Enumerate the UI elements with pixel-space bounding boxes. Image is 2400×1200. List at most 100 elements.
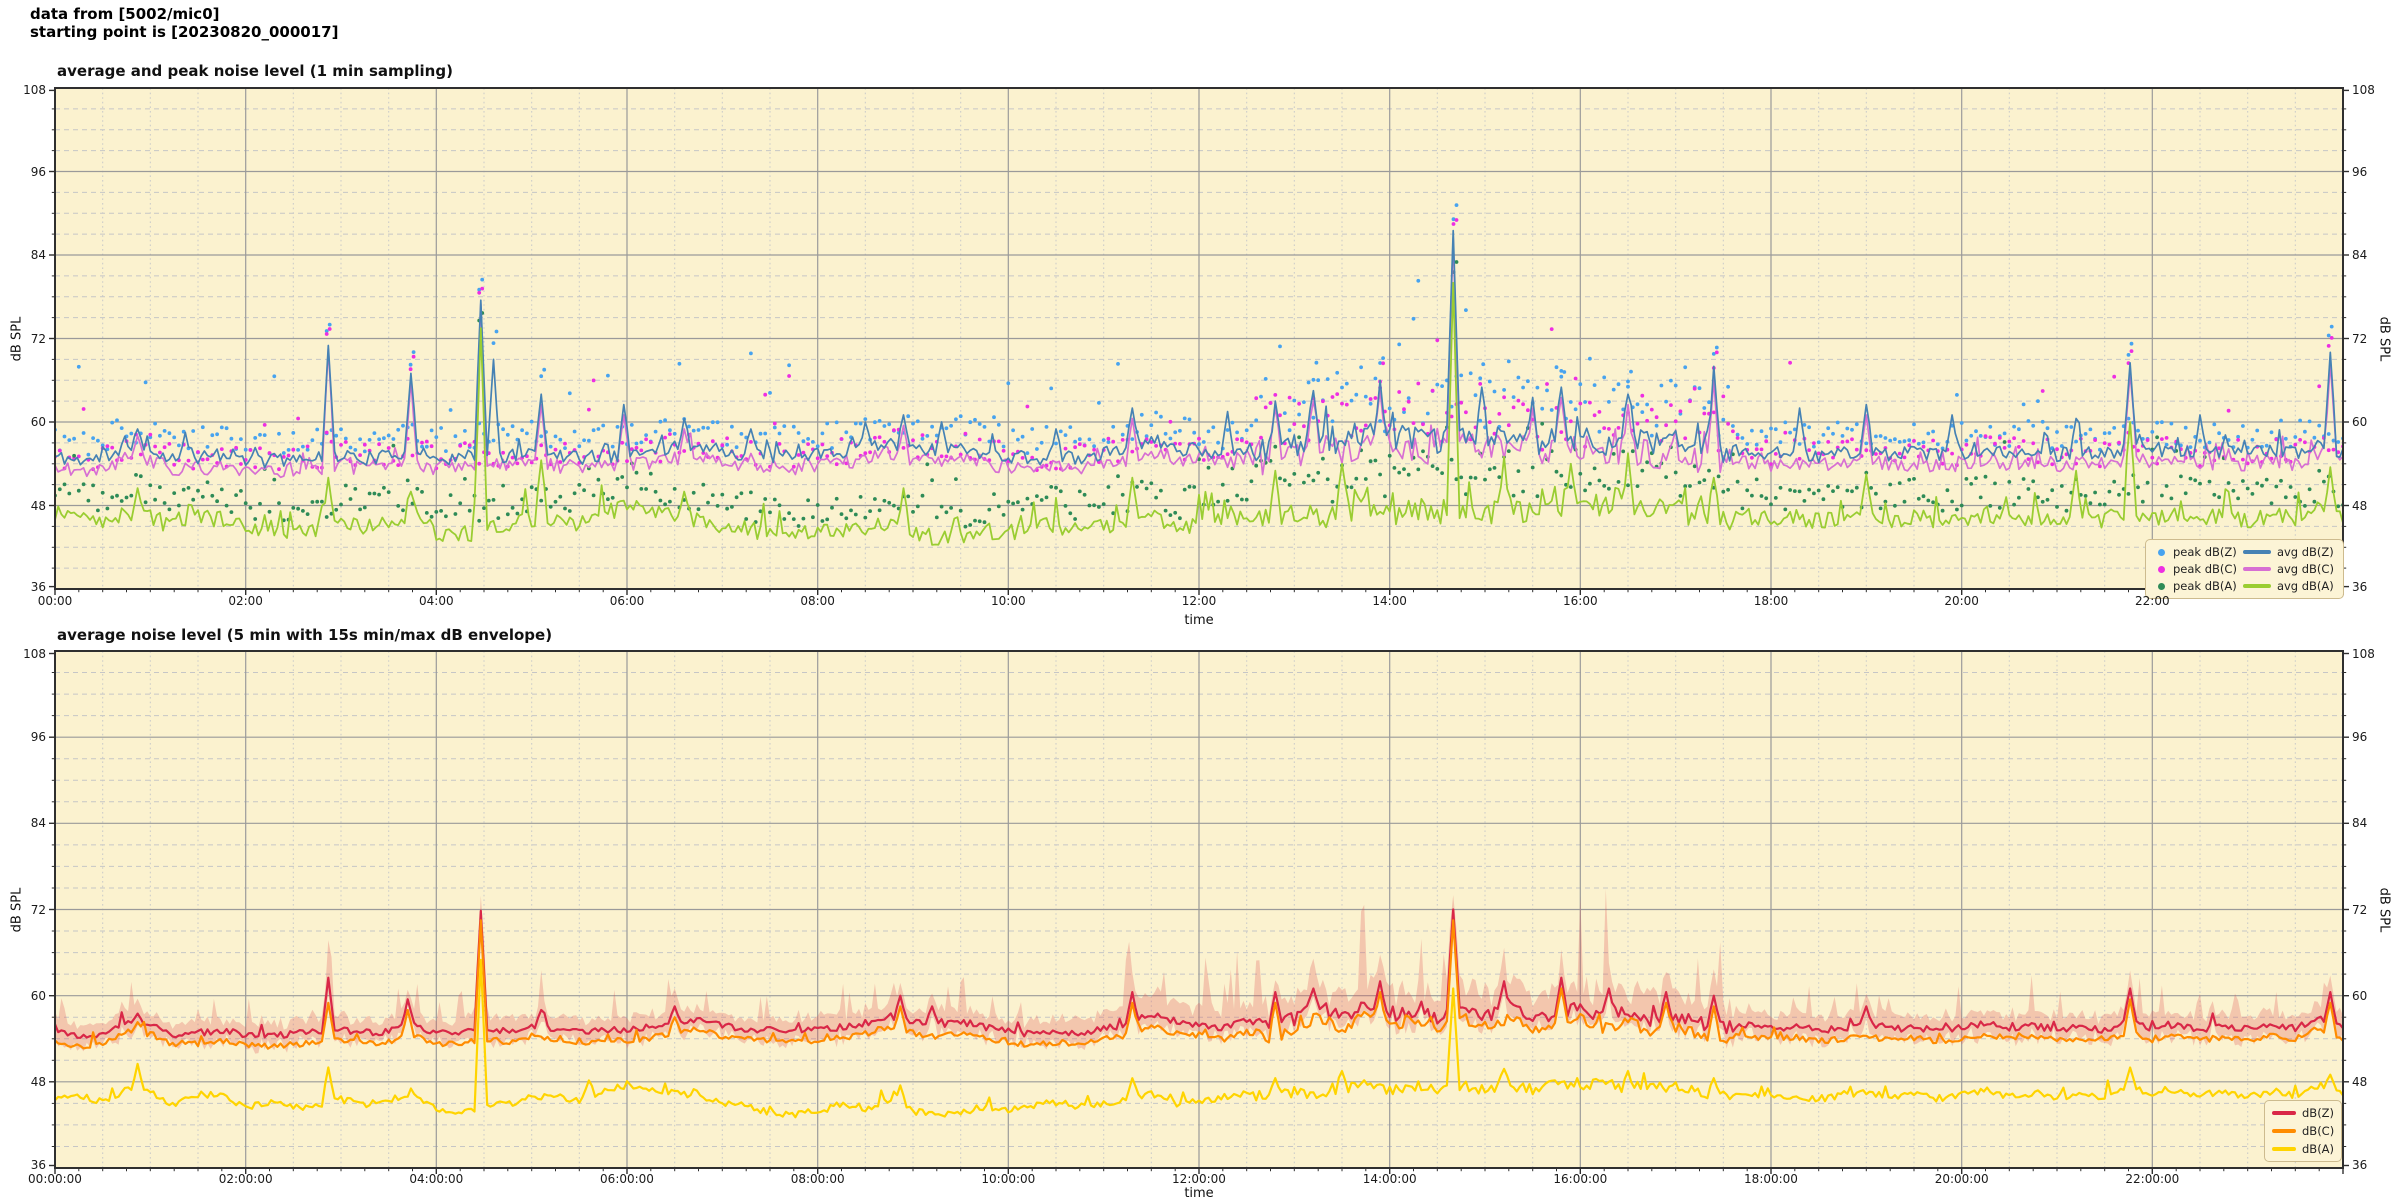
chart1-ylabel-left: dB SPL — [9, 316, 25, 361]
dot-marker-swatch — [2157, 582, 2165, 590]
line-swatch — [2272, 1147, 2296, 1151]
ytick-label-right: 36 — [2352, 1158, 2368, 1173]
xtick-label: 02:00:00 — [218, 1172, 273, 1186]
series-layer — [55, 888, 2343, 1119]
ytick-label-left: 72 — [30, 331, 46, 346]
line-swatch — [2242, 567, 2271, 571]
ytick-label-right: 72 — [2352, 331, 2368, 346]
plot2-canvas — [49, 650, 2349, 1174]
ytick-label-right: 48 — [2352, 1074, 2368, 1089]
xtick-label: 16:00:00 — [1553, 1172, 1608, 1186]
xtick-label: 08:00 — [800, 594, 835, 608]
xtick-label: 10:00 — [991, 594, 1026, 608]
chart2-title: average noise level (5 min with 15s min/… — [57, 626, 553, 644]
ytick-label-right: 84 — [2352, 248, 2368, 262]
ytick-label-left: 108 — [23, 646, 46, 661]
ytick-label-left: 96 — [30, 164, 46, 179]
ytick-label-left: 72 — [30, 902, 46, 917]
ytick-label-right: 60 — [2352, 988, 2368, 1003]
header: data from [5002/mic0] starting point is … — [30, 5, 338, 41]
ytick-label-left: 96 — [30, 730, 46, 745]
xtick-label: 12:00 — [1181, 594, 1217, 608]
xtick-label: 14:00:00 — [1362, 1172, 1417, 1186]
line-db-c- — [55, 919, 2343, 1050]
chart2-ylabel-right: dB SPL — [2376, 887, 2392, 932]
xtick-label: 14:00 — [1372, 594, 1407, 608]
line-swatch — [2242, 584, 2271, 588]
plot1-canvas — [49, 87, 2349, 595]
xtick-label: 04:00 — [419, 594, 454, 608]
line-avg-db-z- — [55, 229, 2343, 469]
chart1-ylabel-right: dB SPL — [2376, 316, 2392, 361]
line-avg-db-c- — [55, 236, 2343, 479]
chart2-xlabel: time — [1184, 1186, 1214, 1200]
chart1-title: average and peak noise level (1 min samp… — [57, 62, 453, 80]
legend-label: peak dB(Z) — [2173, 545, 2237, 559]
xtick-label: 04:00:00 — [409, 1172, 464, 1186]
ytick-label-left: 36 — [30, 579, 46, 594]
ytick-label-left: 48 — [30, 1074, 46, 1089]
xtick-label: 06:00 — [609, 594, 645, 608]
line-swatch — [2272, 1129, 2296, 1133]
xtick-label: 22:00 — [2135, 594, 2170, 608]
gridlines — [55, 651, 2343, 1168]
legend-label: peak dB(A) — [2173, 579, 2237, 593]
xtick-label: 08:00:00 — [790, 1172, 845, 1186]
xtick-label: 20:00 — [1944, 594, 1979, 608]
chart2-legend: dB(Z) dB(C) dB(A) — [2264, 1100, 2343, 1162]
gridlines — [55, 88, 2343, 589]
series-layer — [55, 203, 2343, 546]
line-db-a- — [55, 958, 2343, 1119]
xtick-label: 02:00 — [228, 594, 263, 608]
xtick-label: 16:00 — [1563, 594, 1598, 608]
chart1-xlabel: time — [1184, 613, 1214, 628]
xtick-label: 18:00 — [1753, 594, 1789, 608]
line-db-z- — [55, 908, 2343, 1039]
legend-label: dB(C) — [2302, 1124, 2335, 1138]
xtick-label: 00:00:00 — [28, 1172, 82, 1186]
ytick-label-left: 36 — [30, 1158, 46, 1173]
header-line2: starting point is [20230820_000017] — [30, 23, 339, 41]
ytick-label-left: 84 — [30, 816, 46, 831]
ytick-label-right: 60 — [2352, 415, 2368, 429]
ytick-label-left: 108 — [23, 83, 46, 98]
chart1-legend: peak dB(Z) avg dB(Z) peak dB(C) avg dB(C) pe… — [2145, 539, 2344, 599]
ytick-label-left: 84 — [30, 248, 46, 262]
ytick-label-right: 108 — [2352, 646, 2375, 661]
chart1-plot-area — [49, 87, 2349, 595]
legend-label: peak dB(C) — [2173, 562, 2237, 576]
axes — [49, 87, 2349, 595]
ytick-label-right: 48 — [2352, 498, 2368, 513]
header-line1: data from [5002/mic0] — [30, 5, 220, 23]
ytick-label-left: 48 — [30, 498, 46, 513]
axes — [49, 650, 2349, 1174]
xtick-label: 12:00:00 — [1172, 1172, 1226, 1186]
line-swatch — [2242, 550, 2271, 554]
legend-label: avg dB(Z) — [2276, 545, 2334, 559]
legend-label: dB(A) — [2302, 1142, 2335, 1156]
chart2-ylabel-left: dB SPL — [9, 887, 25, 932]
ytick-label-right: 108 — [2352, 83, 2375, 98]
ytick-label-left: 60 — [30, 415, 46, 429]
line-swatch — [2272, 1111, 2296, 1115]
xtick-label: 18:00:00 — [1744, 1172, 1798, 1186]
xtick-label: 06:00:00 — [600, 1172, 654, 1186]
chart2-plot-area — [49, 650, 2349, 1174]
legend-label: avg dB(C) — [2276, 562, 2334, 576]
xtick-label: 20:00:00 — [1934, 1172, 1989, 1186]
line-avg-db-a- — [55, 281, 2343, 546]
ytick-label-right: 84 — [2352, 816, 2368, 831]
xtick-label: 22:00:00 — [2125, 1172, 2180, 1186]
legend-label: avg dB(A) — [2276, 579, 2334, 593]
xtick-label: 10:00:00 — [981, 1172, 1036, 1186]
dot-marker-swatch — [2157, 548, 2165, 556]
ytick-label-right: 96 — [2352, 730, 2368, 745]
ytick-label-left: 60 — [30, 988, 46, 1003]
legend-label: dB(Z) — [2302, 1106, 2335, 1120]
dot-marker-swatch — [2157, 565, 2165, 573]
scatter-peak-db-z- — [55, 203, 2343, 457]
xtick-label: 00:00 — [37, 594, 73, 608]
ytick-label-right: 72 — [2352, 902, 2368, 917]
ytick-label-right: 96 — [2352, 164, 2368, 179]
